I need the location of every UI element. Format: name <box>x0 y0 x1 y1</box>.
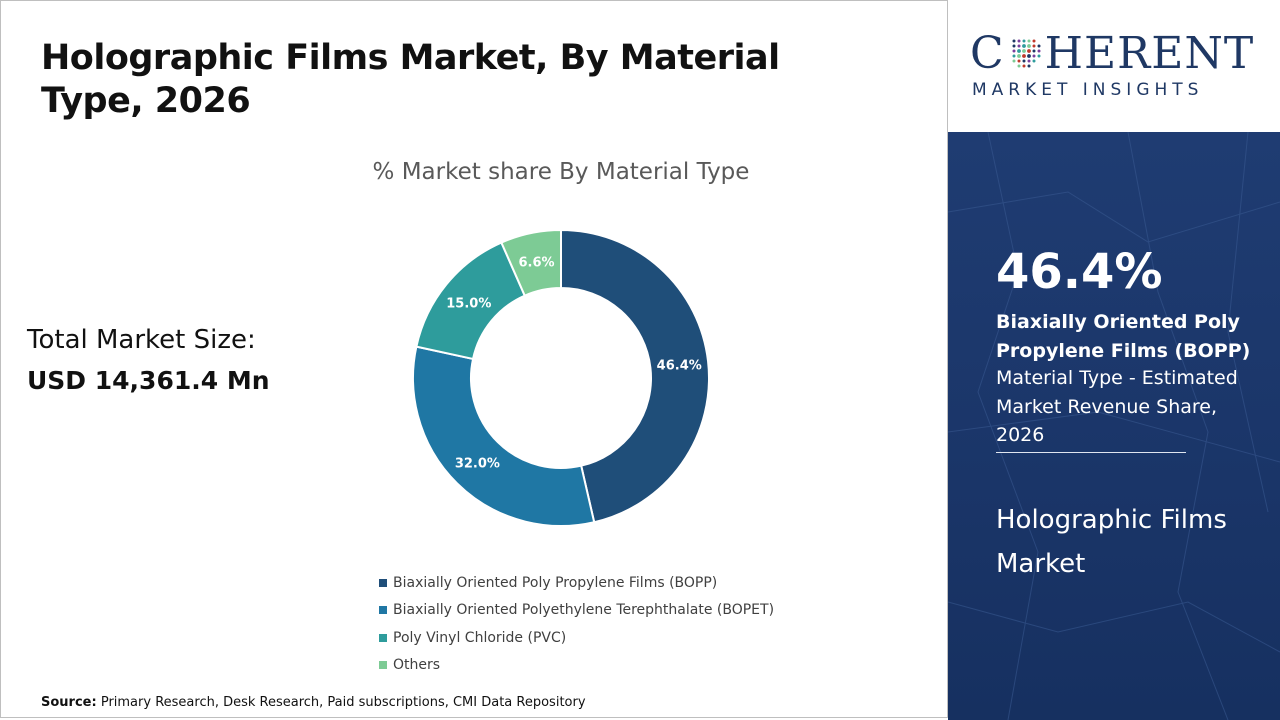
side-panel: C HERENT MARKET INSIGHTS 46.4% Biaxially … <box>948 0 1280 720</box>
globe-dot <box>1026 54 1031 58</box>
dotted-globe-icon <box>1012 39 1041 68</box>
globe-dot <box>1027 39 1031 43</box>
globe-dot <box>1012 39 1016 43</box>
page-title: Holographic Films Market, By Material Ty… <box>41 38 780 121</box>
logo-wordmark: C HERENT <box>970 28 1254 79</box>
highlight-market-name: Holographic Films Market <box>996 505 1227 580</box>
highlight-description: Material Type - Estimated Market Revenue… <box>996 367 1238 446</box>
globe-dot <box>1032 59 1036 63</box>
legend-item: Poly Vinyl Chloride (PVC) <box>379 624 774 652</box>
chart-legend: Biaxially Oriented Poly Propylene Films … <box>379 569 774 679</box>
globe-dot <box>1017 64 1021 68</box>
legend-swatch <box>379 661 387 670</box>
globe-dot <box>1032 39 1036 43</box>
globe-dot <box>1037 49 1041 53</box>
globe-dot <box>1026 49 1031 53</box>
donut-data-label: 6.6% <box>518 256 554 271</box>
donut-slice <box>560 228 710 524</box>
globe-dot <box>1037 44 1041 48</box>
highlight-divider <box>996 452 1186 453</box>
globe-dot <box>1016 49 1021 53</box>
globe-dot <box>1027 64 1031 68</box>
highlight-segment: Biaxially Oriented Poly Propylene Films … <box>996 311 1251 362</box>
globe-dot <box>1022 64 1026 68</box>
donut-slice <box>500 228 562 297</box>
source-text: Primary Research, Desk Research, Paid su… <box>100 695 586 710</box>
legend-swatch <box>379 633 387 642</box>
globe-dot <box>1022 39 1026 43</box>
legend-label: Biaxially Oriented Poly Propylene Films … <box>393 574 718 591</box>
donut-chart: 46.4% 32.0% 15.0% 6.6% <box>412 228 710 527</box>
globe-dot <box>1017 44 1021 48</box>
map-lines-decoration <box>948 132 1280 720</box>
highlight-panel: 46.4% Biaxially Oriented Poly Propylene … <box>948 132 1280 720</box>
globe-dot <box>1037 54 1041 58</box>
globe-dot <box>1017 59 1021 63</box>
source-label: Source: <box>41 695 97 710</box>
chart-title: % Market share By Material Type <box>372 159 750 185</box>
legend-swatch <box>379 578 387 587</box>
donut-data-label: 32.0% <box>455 457 500 472</box>
globe-dot <box>1022 59 1026 63</box>
globe-dot <box>1021 49 1026 53</box>
legend-label: Others <box>393 657 441 674</box>
legend-swatch <box>379 606 387 615</box>
globe-dot <box>1026 44 1031 48</box>
highlight-percent: 46.4% <box>996 244 1163 300</box>
logo-letters-herent: HERENT <box>1044 28 1255 79</box>
logo: C HERENT MARKET INSIGHTS <box>948 0 1280 132</box>
globe-dot <box>1017 39 1021 43</box>
globe-dot <box>1012 54 1016 58</box>
logo-letter-c: C <box>970 28 1005 79</box>
donut-data-label: 15.0% <box>446 297 491 312</box>
globe-dot <box>1027 59 1031 63</box>
globe-dot <box>1021 54 1026 58</box>
main-content: Holographic Films Market, By Material Ty… <box>0 0 948 718</box>
total-market-value: USD 14,361.4 Mn <box>27 366 270 395</box>
globe-dot <box>1016 54 1021 58</box>
donut-slice <box>412 345 596 527</box>
total-market-label: Total Market Size: <box>27 325 256 355</box>
globe-dot <box>1012 44 1016 48</box>
globe-dot <box>1032 44 1036 48</box>
globe-dot <box>1032 54 1036 58</box>
legend-item: Biaxially Oriented Poly Propylene Films … <box>379 569 774 597</box>
legend-item: Others <box>379 652 774 680</box>
logo-tagline: MARKET INSIGHTS <box>972 80 1204 100</box>
globe-dot <box>1021 44 1026 48</box>
globe-dot <box>1012 59 1016 63</box>
globe-dot <box>1032 49 1036 53</box>
legend-label: Poly Vinyl Chloride (PVC) <box>393 629 567 646</box>
legend-label: Biaxially Oriented Polyethylene Terephth… <box>393 602 775 619</box>
donut-data-label: 46.4% <box>657 359 702 374</box>
globe-dot <box>1012 49 1016 53</box>
source-note: Source: Primary Research, Desk Research,… <box>41 695 586 710</box>
legend-item: Biaxially Oriented Polyethylene Terephth… <box>379 597 774 625</box>
